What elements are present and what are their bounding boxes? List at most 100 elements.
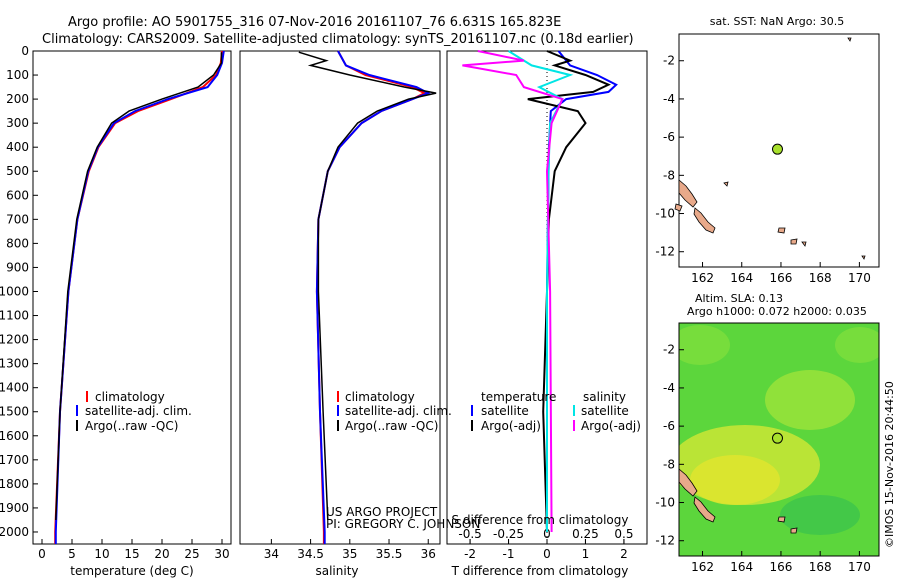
header-line-1: Argo profile: AO 5901755_316 07-Nov-2016…	[68, 15, 561, 30]
legend-label-s-argo: Argo(-adj)	[581, 419, 641, 433]
imos-timestamp: ©IMOS 15-Nov-2016 20:44:50	[883, 381, 896, 548]
x-tick-label: -0.5	[458, 527, 481, 541]
sla-map-subtitle: Argo h1000: 0.072 h2000: 0.035	[687, 305, 867, 318]
depth-tick-label: 1400	[0, 381, 29, 395]
map-y-tick-label: -12	[655, 245, 675, 259]
island-small-5	[801, 241, 807, 247]
x-tick-label: 0.25	[572, 527, 599, 541]
s-difference-x-axis: -0.5 -0.25 0 0.25 0.5	[458, 527, 633, 544]
depth-tick-label: 200	[6, 92, 29, 106]
legend-swatch-argo	[76, 420, 78, 431]
legend-label-climatology: climatology	[345, 390, 415, 404]
island-malaita	[693, 207, 716, 234]
series-s-argo-adj-	[462, 50, 564, 533]
t-difference-x-label: T difference from climatology	[451, 564, 629, 578]
depth-tick-label: 800	[6, 236, 29, 250]
sst-map-title: sat. SST: NaN Argo: 30.5	[710, 15, 844, 28]
sla-anomaly-low	[780, 495, 860, 535]
x-tick-label: 0	[38, 547, 46, 561]
legend-label-t-argo: Argo(-adj)	[481, 419, 541, 433]
salinity-plot-frame	[239, 50, 441, 545]
legend-label-argo: Argo(..raw -QC)	[85, 419, 178, 433]
depth-tick-label: 1300	[0, 357, 29, 371]
island-small-4	[790, 238, 798, 245]
temperature-series	[54, 50, 225, 544]
x-tick-label: -2	[464, 547, 476, 561]
sla-map-frame	[678, 322, 880, 557]
depth-tick-label: 1800	[0, 477, 29, 491]
depth-tick-label: 300	[6, 116, 29, 130]
s-difference-x-label: S difference from climatology	[452, 513, 629, 527]
legend-label-argo: Argo(..raw -QC)	[345, 419, 438, 433]
map-y-tick-label: -4	[663, 92, 675, 106]
island-malaita	[693, 496, 716, 523]
island-small-2	[790, 527, 798, 534]
depth-tick-label: 1000	[0, 284, 29, 298]
map-y-tick-label: -10	[655, 207, 675, 221]
float-position-marker	[771, 432, 783, 444]
temperature-plot-frame	[32, 50, 232, 545]
map-y-tick-label: -6	[663, 130, 675, 144]
x-tick-label: 35.5	[376, 547, 403, 561]
legend-swatch-climatology	[337, 391, 339, 402]
sst-map-axes: 162 164 166 168 170 -2 -4 -6 -8 -10 -12	[655, 54, 870, 285]
x-tick-label: -1	[503, 547, 515, 561]
temperature-x-label: temperature (deg C)	[70, 564, 193, 578]
sla-map-axes: 162 164 166 168 170 -2 -4 -6 -8 -10 -12	[655, 343, 870, 574]
depth-tick-label: 100	[6, 68, 29, 82]
x-tick-label: 5	[68, 547, 76, 561]
x-tick-label: 35	[342, 547, 357, 561]
legend-swatch-s-satellite	[573, 405, 575, 416]
legend-label-climatology: climatology	[95, 390, 165, 404]
x-tick-label: 1	[582, 547, 590, 561]
project-name: US ARGO PROJECT	[326, 505, 438, 519]
series-argo-raw-qc-	[298, 51, 437, 521]
depth-tick-label: 900	[6, 260, 29, 274]
island-small-7	[861, 255, 866, 260]
island-small-2	[723, 181, 729, 187]
depth-tick-label: 1500	[0, 405, 29, 419]
header-line-2: Climatology: CARS2009. Satellite-adjuste…	[42, 32, 634, 47]
sla-anomaly-low-3	[835, 327, 879, 363]
island-santa-isabel	[679, 468, 698, 497]
legend-label-t-satellite: satellite	[481, 404, 529, 418]
map-y-tick-label: -12	[655, 534, 675, 548]
x-tick-label: 20	[154, 547, 169, 561]
series-satellite-adj-clim-	[315, 50, 431, 544]
temperature-legend: climatology satellite-adj. clim. Argo(..…	[76, 390, 192, 433]
sst-map-land	[674, 37, 866, 260]
map-x-tick-label: 170	[848, 560, 871, 574]
island-small-6	[847, 37, 852, 42]
legend-swatch-t-argo	[471, 420, 473, 431]
sla-anomaly-high-core	[690, 455, 780, 505]
map-y-tick-label: -10	[655, 496, 675, 510]
legend-label-satellite: satellite-adj. clim.	[345, 404, 452, 418]
series-argo-raw-qc-	[55, 52, 223, 521]
sla-anomaly-low-2	[679, 325, 730, 365]
x-tick-label: 25	[184, 547, 199, 561]
map-y-tick-label: -4	[663, 381, 675, 395]
legend-label-s-satellite: satellite	[581, 404, 629, 418]
x-tick-label: 0.5	[614, 527, 633, 541]
map-x-tick-label: 168	[809, 271, 832, 285]
salinity-x-label: salinity	[315, 564, 358, 578]
x-tick-label: 2	[620, 547, 628, 561]
legend-swatch-s-argo	[573, 420, 575, 431]
salinity-x-axis: 34 34.5 35 35.5 36	[264, 539, 436, 561]
sla-map-title: Altim. SLA: 0.13	[695, 292, 783, 305]
legend-label-satellite: satellite-adj. clim.	[85, 404, 192, 418]
legend-title-temperature: temperature	[481, 390, 556, 404]
x-tick-label: 34.5	[297, 547, 324, 561]
temperature-x-axis: 0 5 10 15 20 25 30	[38, 539, 230, 561]
legend-swatch-satellite	[337, 405, 339, 416]
depth-tick-label: 1100	[0, 309, 29, 323]
map-x-tick-label: 170	[848, 271, 871, 285]
series-s-satellite	[507, 50, 574, 532]
legend-title-salinity: salinity	[583, 390, 626, 404]
map-x-tick-label: 164	[730, 271, 753, 285]
map-y-tick-label: -8	[663, 457, 675, 471]
legend-swatch-satellite	[76, 405, 78, 416]
x-tick-label: 10	[94, 547, 109, 561]
depth-axis: 0 100 200 300 400 500 600 700 800 900 1000 1100 1200…	[0, 44, 38, 539]
map-y-tick-label: -8	[663, 168, 675, 182]
